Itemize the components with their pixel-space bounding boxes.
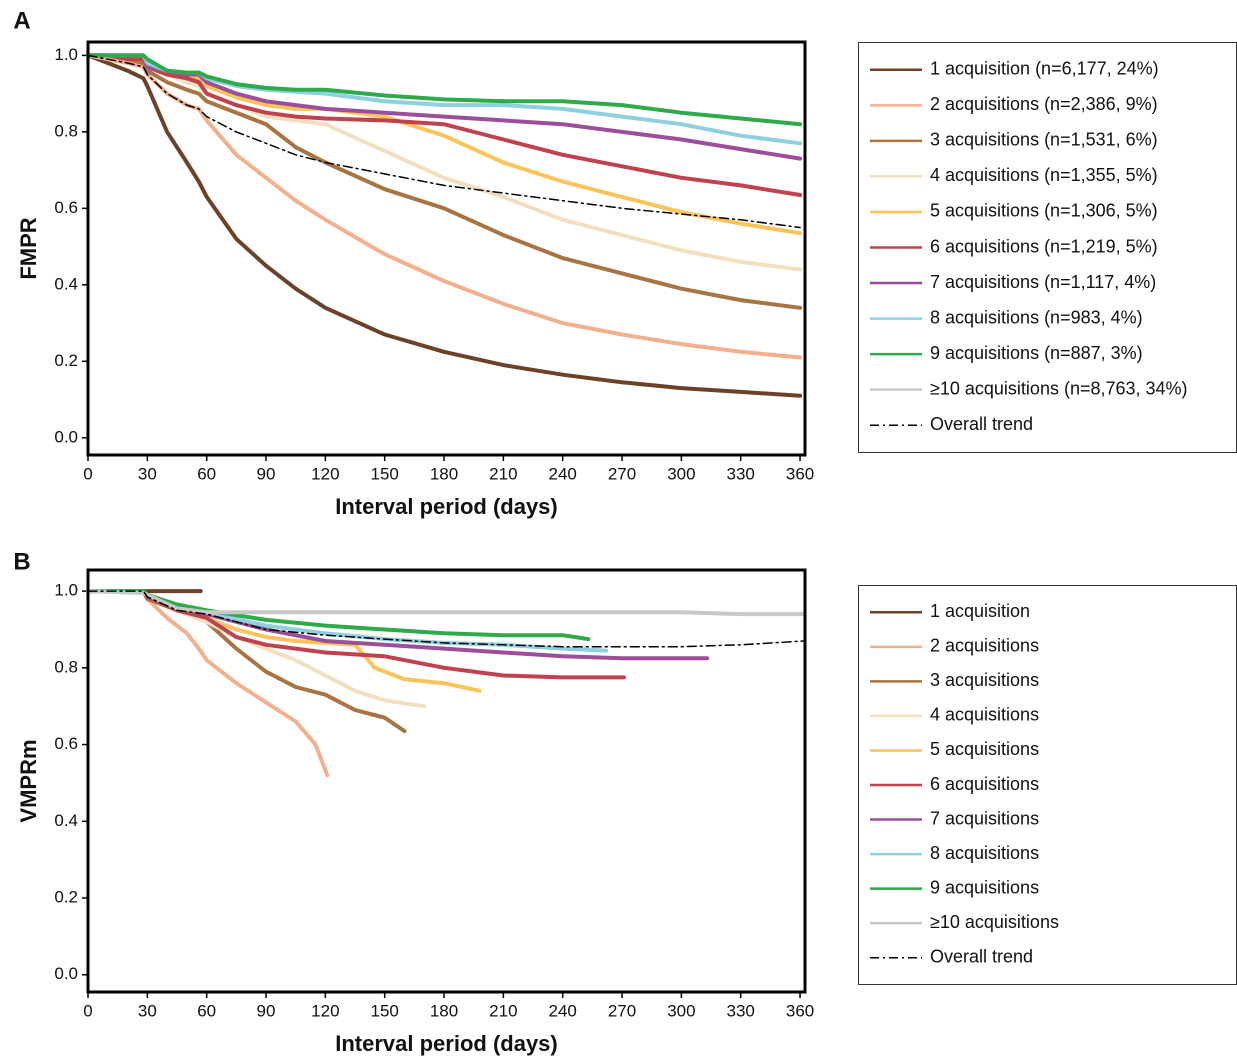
x-axis-label: Interval period (days) — [335, 1031, 558, 1056]
y-axis-label: FMPR — [16, 217, 41, 279]
x-tick-label: 120 — [311, 1001, 339, 1020]
x-tick-label: 300 — [667, 1001, 695, 1020]
legend-label: 4 acquisitions (n=1,355, 5%) — [930, 165, 1158, 185]
panel: A 0 30 60 90 120 150 180 210 240 270 300 330 360 0.0 0.… — [13, 7, 1237, 519]
x-tick-label: 30 — [138, 464, 157, 483]
x-tick-label: 360 — [786, 464, 814, 483]
x-tick-label: 270 — [608, 464, 636, 483]
series-line — [86, 589, 806, 617]
x-tick-label: 0 — [83, 464, 92, 483]
y-tick-label: 1.0 — [54, 45, 78, 64]
x-tick-label: 240 — [549, 1001, 577, 1020]
x-tick-label: 210 — [489, 464, 517, 483]
y-tick-label: 0.8 — [54, 657, 78, 676]
x-tick-label: 60 — [197, 464, 216, 483]
legend-label: 9 acquisitions — [930, 877, 1039, 897]
legend-label: ≥10 acquisitions — [930, 912, 1059, 932]
x-tick-label: 360 — [786, 1001, 814, 1020]
x-tick-label: 330 — [727, 464, 755, 483]
x-tick-label: 120 — [311, 464, 339, 483]
legend-label: 6 acquisitions — [930, 774, 1039, 794]
series-line — [87, 590, 805, 648]
legend-label: 5 acquisitions (n=1,306, 5%) — [930, 201, 1158, 221]
y-tick-label: 0.2 — [54, 887, 78, 906]
x-tick-label: 90 — [257, 464, 276, 483]
panel: B 0 30 60 90 120 150 180 210 240 270 300 330 360 0.0 0.… — [13, 548, 1237, 1056]
legend-label: 6 acquisitions (n=1,219, 5%) — [930, 236, 1158, 256]
y-tick-label: 0.4 — [54, 811, 78, 830]
series-line — [86, 53, 803, 272]
x-tick-label: 330 — [727, 1001, 755, 1020]
x-axis-label: Interval period (days) — [335, 494, 558, 519]
panel-label: B — [13, 548, 30, 575]
legend-label: 1 acquisition (n=6,177, 24%) — [930, 59, 1159, 79]
x-tick-label: 90 — [257, 1001, 276, 1020]
series-line — [86, 53, 803, 398]
legend-label: 2 acquisitions (n=2,386, 9%) — [930, 94, 1158, 114]
legend-label: Overall trend — [930, 414, 1033, 434]
x-tick-label: 150 — [371, 464, 399, 483]
y-tick-label: 1.0 — [54, 581, 78, 600]
panel-label: A — [13, 7, 30, 34]
legend-label: 2 acquisitions — [930, 636, 1039, 656]
y-tick-label: 0.4 — [54, 274, 78, 293]
x-tick-label: 0 — [83, 1001, 92, 1020]
y-tick-label: 0.0 — [54, 427, 78, 446]
x-tick-label: 300 — [667, 464, 695, 483]
x-tick-label: 150 — [371, 1001, 399, 1020]
x-tick-label: 180 — [430, 1001, 458, 1020]
x-tick-label: 270 — [608, 1001, 636, 1020]
y-axis-label: VMPRm — [16, 739, 41, 822]
series-line — [86, 589, 427, 709]
legend-label: 8 acquisitions — [930, 843, 1039, 863]
y-tick-label: 0.6 — [54, 734, 78, 753]
plot-frame — [86, 568, 807, 994]
legend-label: 3 acquisitions (n=1,531, 6%) — [930, 130, 1158, 150]
legend-label: ≥10 acquisitions (n=8,763, 34%) — [930, 378, 1188, 398]
series-line — [86, 589, 710, 661]
legend-label: 1 acquisition — [930, 601, 1030, 621]
x-tick-label: 180 — [430, 464, 458, 483]
legend-label: 3 acquisitions — [930, 670, 1039, 690]
legend-label: 4 acquisitions — [930, 705, 1039, 725]
legend-label: 8 acquisitions (n=983, 4%) — [930, 307, 1143, 327]
series-line — [87, 54, 801, 229]
legend-label: 7 acquisitions (n=1,117, 4%) — [930, 272, 1156, 292]
y-tick-label: 0.8 — [54, 121, 78, 140]
legend-label: 7 acquisitions — [930, 808, 1039, 828]
x-tick-label: 210 — [489, 1001, 517, 1020]
legend-label: 5 acquisitions — [930, 739, 1039, 759]
y-tick-label: 0.6 — [54, 198, 78, 217]
plot-frame — [86, 40, 807, 457]
legend-label: Overall trend — [930, 946, 1033, 966]
y-tick-label: 0.2 — [54, 351, 78, 370]
x-tick-label: 240 — [549, 464, 577, 483]
y-tick-label: 0.0 — [54, 964, 78, 983]
legend-label: 9 acquisitions (n=887, 3%) — [930, 343, 1143, 363]
x-tick-label: 60 — [197, 1001, 216, 1020]
series-line — [86, 53, 803, 127]
series-line — [86, 53, 803, 310]
x-tick-label: 30 — [138, 1001, 157, 1020]
